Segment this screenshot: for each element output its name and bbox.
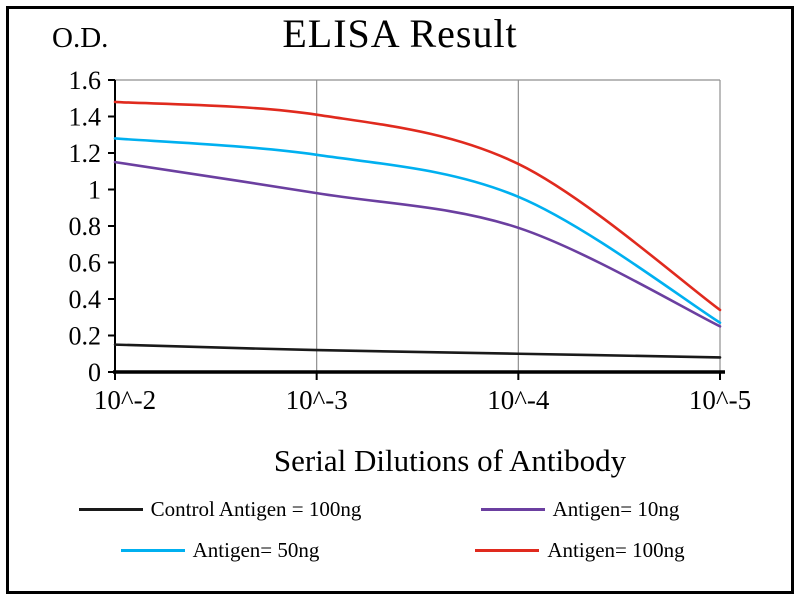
- x-tick-label: 10^-4: [487, 385, 550, 415]
- y-tick-label: 0.4: [69, 285, 102, 314]
- y-tick-label: 0.6: [69, 249, 102, 278]
- chart-title: ELISA Result: [282, 11, 518, 56]
- y-tick-label: 1: [88, 176, 101, 205]
- series-line-2: [113, 137, 722, 325]
- legend-label: Antigen= 100ng: [547, 538, 685, 562]
- x-axis-title: Serial Dilutions of Antibody: [273, 443, 627, 478]
- legend-line-swatch: [480, 508, 545, 511]
- legend-line-swatch: [475, 549, 540, 552]
- x-tick-label: 10^-2: [94, 385, 156, 415]
- series-line-1: [113, 160, 722, 328]
- legend-item: Antigen= 100ng: [400, 538, 760, 563]
- legend-label: Antigen= 50ng: [192, 538, 320, 562]
- legend: Control Antigen = 100ng Antigen= 10ng Anti…: [40, 497, 760, 563]
- y-tick-label: 1.4: [69, 103, 102, 132]
- y-tick-label: 1.6: [69, 66, 102, 95]
- series-line-3: [113, 100, 722, 312]
- y-tick-label: 0.8: [69, 212, 102, 241]
- legend-item: Control Antigen = 100ng: [40, 497, 400, 522]
- y-axis-title: O.D.: [52, 22, 109, 54]
- legend-label: Control Antigen = 100ng: [150, 497, 362, 521]
- legend-line-swatch: [120, 549, 185, 552]
- legend-line-swatch: [78, 508, 143, 511]
- legend-item: Antigen= 50ng: [40, 538, 400, 563]
- x-tick-label: 10^-5: [689, 385, 751, 415]
- y-tick-label: 1.2: [69, 139, 102, 168]
- legend-item: Antigen= 10ng: [400, 497, 760, 522]
- x-tick-label: 10^-3: [286, 385, 348, 415]
- y-tick-label: 0.2: [69, 322, 102, 351]
- series-line-0: [113, 343, 722, 359]
- y-tick-label: 0: [88, 358, 101, 387]
- legend-label: Antigen= 10ng: [552, 497, 680, 521]
